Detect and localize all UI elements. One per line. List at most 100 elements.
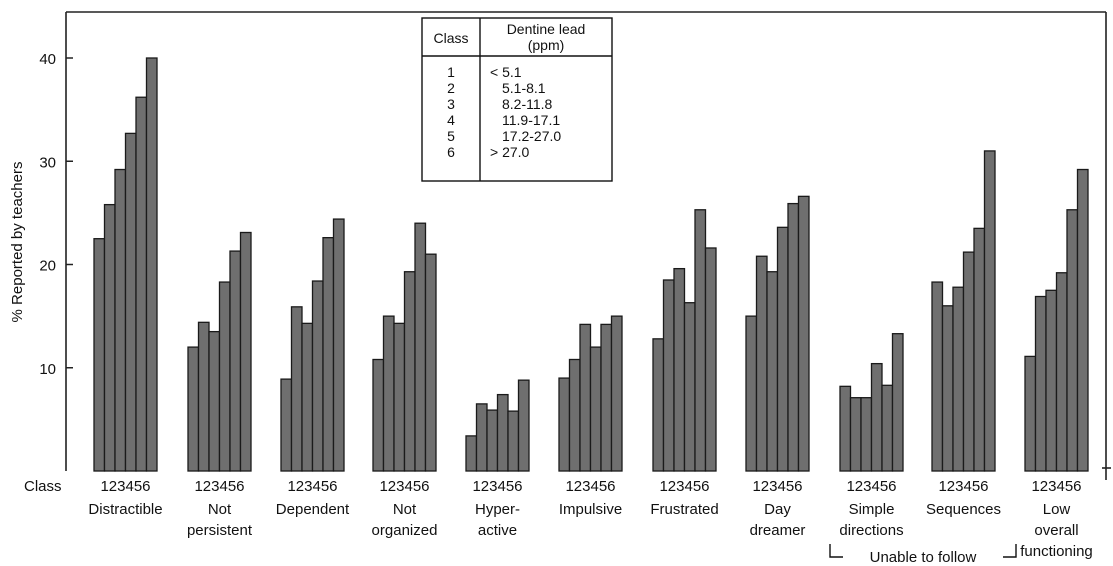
bar-group bbox=[1024, 168, 1089, 472]
bar bbox=[322, 237, 335, 472]
bar bbox=[124, 132, 137, 472]
bar bbox=[776, 226, 789, 472]
y-tick-label: 40 bbox=[39, 51, 56, 68]
bar bbox=[755, 255, 768, 472]
bar bbox=[311, 280, 324, 472]
x-labels: 123456 Distractible 123456 Not persistent 123… bbox=[88, 478, 1092, 560]
bar bbox=[290, 306, 303, 472]
bar bbox=[983, 150, 996, 472]
category-label: Not bbox=[393, 501, 417, 518]
legend-row-class: 6 bbox=[447, 144, 455, 160]
category-label: Dependent bbox=[276, 501, 350, 518]
class-digits: 123456 bbox=[379, 478, 429, 495]
class-digits: 123456 bbox=[846, 478, 896, 495]
bar bbox=[475, 403, 488, 472]
bar bbox=[403, 271, 416, 472]
bar bbox=[465, 435, 478, 472]
bar bbox=[962, 251, 975, 472]
bar bbox=[704, 247, 717, 472]
bar bbox=[1076, 168, 1089, 472]
category-label: overall bbox=[1034, 522, 1078, 539]
bar-group bbox=[187, 231, 252, 472]
bar bbox=[931, 281, 944, 472]
legend-row-range: < 5.1 bbox=[490, 64, 522, 80]
bar bbox=[1034, 295, 1047, 472]
category-label: Simple bbox=[849, 501, 895, 518]
class-digits: 123456 bbox=[287, 478, 337, 495]
legend-row-class: 1 bbox=[447, 64, 455, 80]
bar bbox=[280, 378, 293, 472]
bar bbox=[229, 250, 242, 472]
bar bbox=[941, 305, 954, 472]
bar bbox=[652, 338, 665, 472]
bar bbox=[1045, 289, 1058, 472]
y-axis-label: % Reported by teachers bbox=[9, 162, 26, 323]
bar bbox=[1024, 355, 1037, 472]
bar bbox=[93, 238, 106, 472]
bar-group bbox=[652, 209, 717, 472]
category-label: functioning bbox=[1020, 543, 1093, 560]
bar bbox=[787, 202, 800, 472]
bar bbox=[766, 271, 779, 472]
bar-group bbox=[280, 218, 345, 472]
legend-row-range: 17.2-27.0 bbox=[502, 128, 561, 144]
bar bbox=[114, 168, 127, 472]
y-ticks: 10 20 30 40 bbox=[39, 51, 73, 378]
bar bbox=[610, 315, 623, 472]
y-tick-label: 30 bbox=[39, 154, 56, 171]
bar bbox=[849, 397, 862, 472]
y-tick-label: 20 bbox=[39, 258, 56, 275]
bar bbox=[301, 322, 314, 472]
bar bbox=[558, 377, 571, 472]
category-label: Frustrated bbox=[650, 501, 718, 518]
bar bbox=[414, 222, 427, 472]
bar bbox=[424, 253, 437, 472]
bar bbox=[839, 385, 852, 472]
bar bbox=[589, 346, 602, 472]
bar bbox=[382, 315, 395, 472]
y-tick-label: 10 bbox=[39, 361, 56, 378]
bar-group bbox=[93, 57, 158, 472]
legend-header-range-line1: Dentine lead bbox=[507, 21, 586, 37]
bar bbox=[239, 231, 252, 472]
bar-group bbox=[931, 150, 996, 472]
class-axis-label: Class bbox=[24, 478, 62, 495]
class-digits: 123456 bbox=[659, 478, 709, 495]
legend-table: Class Dentine lead (ppm) 1 < 5.1 2 5.1-8.1 3… bbox=[421, 17, 613, 182]
legend-header-class: Class bbox=[433, 30, 468, 46]
category-label: Hyper- bbox=[475, 501, 520, 518]
bar bbox=[486, 409, 499, 472]
bar bbox=[745, 315, 758, 472]
class-digits: 123456 bbox=[472, 478, 522, 495]
class-digits: 123456 bbox=[194, 478, 244, 495]
bar bbox=[952, 286, 965, 472]
bar bbox=[517, 379, 530, 472]
bar bbox=[208, 330, 221, 472]
class-digits: 123456 bbox=[752, 478, 802, 495]
bar bbox=[860, 397, 873, 472]
bar-group bbox=[558, 315, 623, 472]
class-digits: 123456 bbox=[565, 478, 615, 495]
category-label: Low bbox=[1043, 501, 1071, 518]
legend-rows: 1 < 5.1 2 5.1-8.1 3 8.2-11.8 4 11.9-17.1 5 17.2-2… bbox=[447, 64, 561, 160]
legend-row-class: 2 bbox=[447, 80, 455, 96]
class-digits: 123456 bbox=[100, 478, 150, 495]
legend-border bbox=[421, 17, 613, 182]
category-label: organized bbox=[372, 522, 438, 539]
bar-group bbox=[465, 379, 530, 472]
bar bbox=[496, 393, 509, 472]
bar-groups bbox=[93, 57, 1089, 472]
bar bbox=[197, 321, 210, 472]
class-digits: 123456 bbox=[938, 478, 988, 495]
bar bbox=[973, 227, 986, 472]
bar bbox=[579, 323, 592, 472]
category-label: persistent bbox=[187, 522, 253, 539]
legend-row-range: 11.9-17.1 bbox=[502, 112, 560, 128]
legend-row-class: 4 bbox=[447, 112, 455, 128]
unable-to-follow-bracket: Unable to follow bbox=[829, 544, 1017, 566]
bar bbox=[103, 203, 116, 472]
bar-group bbox=[745, 195, 810, 472]
bar bbox=[797, 195, 810, 472]
unable-to-follow-label: Unable to follow bbox=[870, 549, 977, 566]
bar bbox=[187, 346, 200, 472]
